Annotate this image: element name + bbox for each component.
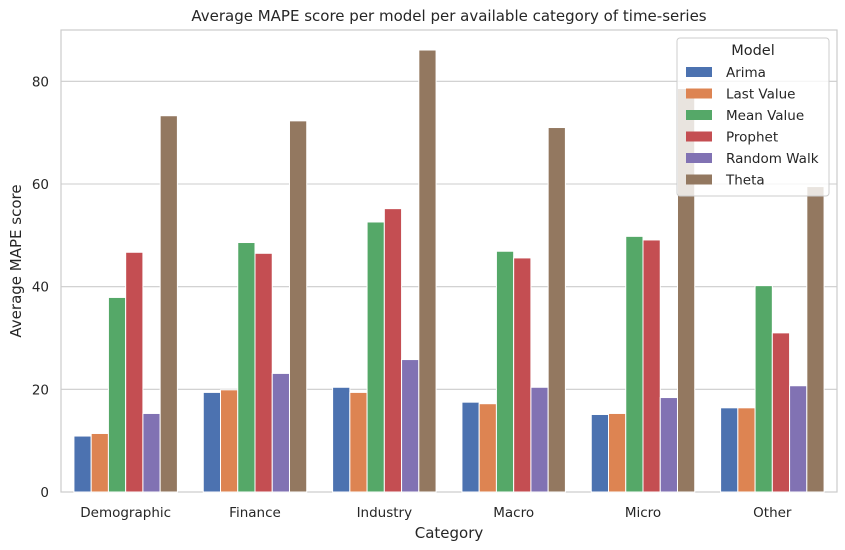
- legend-label: Theta: [725, 173, 765, 189]
- bar-random-walk-other: [789, 385, 808, 493]
- bar-random-walk-macro: [530, 386, 549, 493]
- legend-label: Mean Value: [726, 108, 804, 124]
- bar-prophet-industry: [383, 208, 403, 493]
- y-axis-ticks: 0 20 40 60 80: [32, 74, 49, 501]
- bar-last-value-macro: [478, 403, 497, 493]
- bar-random-walk-finance: [271, 372, 290, 493]
- bar-mean-value-industry: [366, 221, 385, 493]
- x-axis-title: Category: [415, 524, 484, 542]
- legend-label: Arima: [726, 65, 766, 81]
- y-tick-label: 20: [32, 382, 49, 398]
- legend-label: Random Walk: [726, 151, 819, 167]
- bar-arima-demographic: [73, 435, 92, 493]
- bar-random-walk-industry: [401, 359, 420, 493]
- x-axis-ticks: Demographic Finance Industry Macro Micro Othe…: [80, 505, 792, 521]
- bar-arima-micro: [590, 413, 610, 493]
- legend-box: [676, 37, 830, 197]
- legend-swatch: [686, 110, 712, 120]
- legend: Model Arima Last Value Mean Value Prophet Ra…: [676, 37, 830, 197]
- bar-theta-industry: [418, 49, 437, 493]
- bar-arima-macro: [461, 401, 480, 493]
- bar-last-value-demographic: [90, 432, 109, 493]
- legend-swatch: [686, 153, 712, 163]
- bar-prophet-other: [771, 332, 791, 493]
- bar-prophet-finance: [254, 252, 273, 493]
- bar-last-value-finance: [220, 389, 239, 493]
- legend-swatch: [686, 174, 712, 185]
- legend-items: Arima Last Value Mean Value Prophet Random W…: [686, 65, 819, 189]
- bar-last-value-micro: [608, 412, 627, 493]
- x-tick-label: Macro: [493, 505, 534, 521]
- bar-mean-value-macro: [495, 250, 515, 493]
- bar-theta-other: [806, 186, 825, 493]
- bar-theta-demographic: [159, 115, 178, 493]
- bar-arima-finance: [202, 391, 222, 493]
- bar-theta-macro: [547, 127, 566, 493]
- y-axis-title: Average MAPE score: [7, 184, 25, 337]
- bar-random-walk-demographic: [142, 412, 161, 493]
- y-tick-label: 40: [32, 280, 49, 296]
- bar-arima-industry: [332, 386, 351, 493]
- bar-mean-value-micro: [625, 235, 644, 493]
- gridlines: [61, 80, 837, 390]
- bar-prophet-macro: [513, 257, 532, 493]
- bar-mean-value-other: [754, 285, 773, 493]
- legend-swatch: [686, 88, 712, 99]
- bar-prophet-micro: [642, 239, 661, 493]
- legend-swatch: [686, 67, 712, 77]
- x-tick-label: Finance: [229, 505, 281, 521]
- bar-mean-value-demographic: [107, 296, 127, 493]
- x-tick-label: Demographic: [80, 505, 171, 521]
- legend-title: Model: [731, 43, 775, 59]
- x-tick-label: Micro: [625, 505, 661, 521]
- bar-last-value-industry: [349, 391, 368, 493]
- y-tick-label: 60: [32, 177, 49, 193]
- bar-arima-other: [720, 407, 739, 493]
- chart-title: Average MAPE score per model per availab…: [191, 7, 706, 25]
- bar-mean-value-finance: [237, 242, 256, 493]
- bar-prophet-demographic: [125, 251, 144, 493]
- x-tick-label: Industry: [357, 505, 413, 521]
- legend-label: Last Value: [726, 87, 795, 103]
- bar-last-value-other: [737, 407, 756, 493]
- x-tick-label: Other: [753, 505, 792, 521]
- bar-theta-finance: [288, 120, 308, 493]
- legend-label: Prophet: [726, 130, 778, 146]
- bars: [73, 49, 825, 493]
- bar-random-walk-micro: [659, 397, 678, 493]
- y-tick-label: 0: [40, 485, 49, 501]
- y-tick-label: 80: [32, 74, 49, 90]
- legend-swatch: [686, 131, 712, 142]
